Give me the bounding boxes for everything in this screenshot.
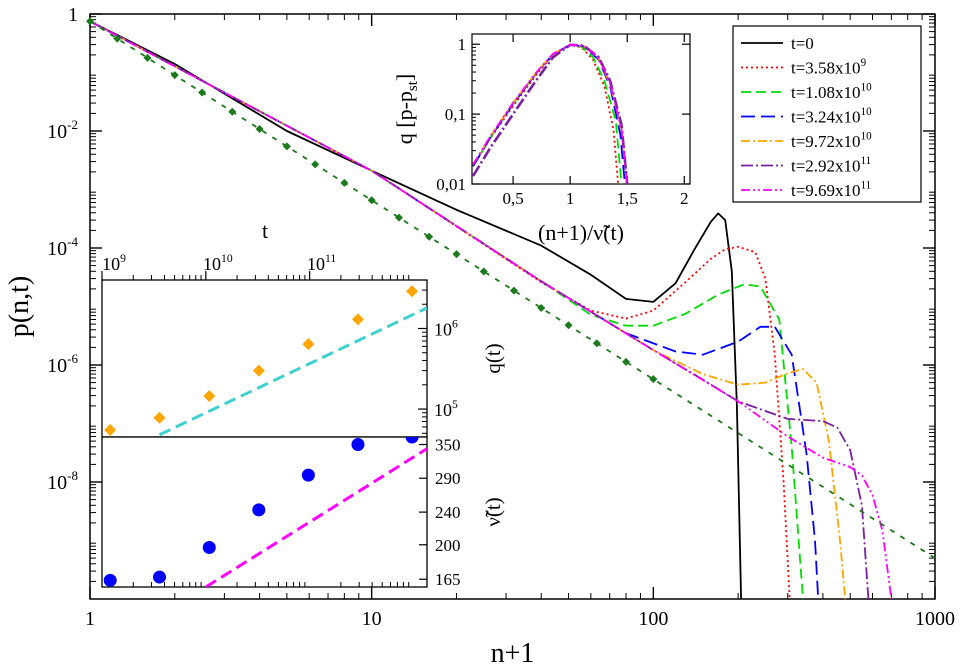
power-law-marker-13 xyxy=(452,250,461,259)
inset-top-x-tick-label: 2 xyxy=(680,189,689,208)
inset-top-y-label: q [p-pst] xyxy=(392,74,421,145)
inset-top-y-tick-label: 0,1 xyxy=(445,105,466,124)
inset-nu-point-0 xyxy=(103,573,117,587)
power-law-marker-17 xyxy=(564,321,573,330)
power-law-marker-0 xyxy=(86,17,94,26)
series-line-0 xyxy=(90,20,742,599)
inset-nu-point-1 xyxy=(153,570,167,584)
y-tick-label: 10-4 xyxy=(47,234,78,260)
inset-q-point-5 xyxy=(351,313,364,326)
inset-nu-point-2 xyxy=(202,540,216,554)
legend-label-6: t=9.69x1011 xyxy=(791,179,871,200)
power-law-marker-1 xyxy=(113,34,122,43)
inset-nu-point-5 xyxy=(351,438,365,452)
inset-top-frame xyxy=(471,33,691,185)
inset-top-series-5 xyxy=(472,43,629,184)
inset-top-x-label: (n+1)/ν̃(t) xyxy=(538,220,624,245)
inset-q-top-tick-label: 1011 xyxy=(307,252,336,274)
y-tick-label: 10-6 xyxy=(47,351,78,377)
power-law-marker-7 xyxy=(282,142,291,151)
series-line-4 xyxy=(90,20,847,599)
inset-q-top-tick-label: 109 xyxy=(102,252,126,274)
inset-top-y-tick-label: 1 xyxy=(458,35,467,54)
y-tick-label: 10-8 xyxy=(47,468,78,494)
inset-nu-y-label: ν̃(t) xyxy=(481,497,505,526)
power-law-marker-4 xyxy=(198,88,207,97)
inset-nu-y-tick-label: 165 xyxy=(435,570,461,589)
inset-top-x-tick-label: 1,5 xyxy=(617,189,638,208)
inset-nu-y-tick-label: 240 xyxy=(435,503,461,522)
x-tick-label: 1 xyxy=(85,608,95,630)
inset-q-point-0 xyxy=(104,423,117,436)
legend-label-2: t=1.08x1010 xyxy=(791,81,872,102)
legend: t=0 t=3.58x109 t=1.08x1010 t=3.24x1010 t=9.7… xyxy=(732,25,922,203)
inset-q-y-tick-label: 105 xyxy=(434,398,458,420)
inset-scaled-distribution: 0,5 1 1,5 2 0,01 0,1 1 (n+1)/ν̃(t) q [p-pst] xyxy=(392,33,691,245)
power-law-marker-20 xyxy=(649,375,658,384)
inset-q-y-label: q(t) xyxy=(481,343,505,373)
inset-q-y-tick-label: 106 xyxy=(434,317,458,339)
inset-q-fit-line xyxy=(158,306,427,437)
legend-label-3: t=3.24x1010 xyxy=(791,106,872,127)
inset-q-top-axis-label: t xyxy=(262,218,268,243)
inset-nu-y-tick-label: 290 xyxy=(435,469,461,488)
power-law-marker-10 xyxy=(367,196,376,205)
power-law-marker-16 xyxy=(537,303,546,312)
inset-nu-point-3 xyxy=(252,503,266,517)
y-tick-label: 10-2 xyxy=(47,117,78,143)
power-law-marker-5 xyxy=(228,107,237,116)
x-tick-label: 1000 xyxy=(915,608,955,630)
inset-top-x-tick-label: 1 xyxy=(566,189,575,208)
power-law-marker-19 xyxy=(622,357,631,366)
power-law-marker-11 xyxy=(394,213,403,222)
inset-top-x-tick-label: 0,5 xyxy=(502,189,523,208)
power-law-marker-14 xyxy=(479,267,488,276)
inset-nu-y-tick-label: 350 xyxy=(435,436,461,455)
inset-nu-point-4 xyxy=(301,468,315,482)
x-axis-label: n+1 xyxy=(491,638,535,664)
x-tick-label: 100 xyxy=(638,608,668,630)
main-frame xyxy=(89,13,936,600)
y-axis-label: p(n,t) xyxy=(4,276,35,337)
power-law-marker-15 xyxy=(509,286,518,295)
power-law-marker-3 xyxy=(170,71,179,80)
power-law-marker-8 xyxy=(311,160,320,169)
inset-nu-y-tick-label: 200 xyxy=(435,536,461,555)
series-line-6 xyxy=(90,20,893,599)
inset-q-of-t: 109 1010 1011 t 105 106 q(t) xyxy=(101,218,505,438)
inset-nu-point-6 xyxy=(405,437,419,444)
legend-label-1: t=3.58x109 xyxy=(791,57,867,78)
legend-box xyxy=(732,25,922,203)
inset-q-top-tick-label: 1010 xyxy=(203,252,233,274)
power-law-marker-6 xyxy=(255,125,264,134)
inset-nu-fit-line xyxy=(205,447,427,587)
x-tick-label: 10 xyxy=(362,608,382,630)
legend-label-5: t=2.92x1011 xyxy=(791,155,871,176)
power-law-marker-18 xyxy=(592,339,601,348)
inset-nu-of-t: 165 200 240 290 350 ν̃(t) xyxy=(101,436,505,589)
inset-q-point-3 xyxy=(252,364,265,377)
inset-q-point-4 xyxy=(302,338,315,351)
inset-top-y-tick-label: 0,01 xyxy=(436,175,466,194)
inset-q-point-6 xyxy=(406,285,419,298)
power-law-marker-9 xyxy=(340,178,349,187)
inset-q-point-2 xyxy=(203,390,216,403)
legend-label-0: t=0 xyxy=(791,34,814,53)
y-tick-label: 1 xyxy=(68,4,78,26)
series-line-2 xyxy=(90,20,804,599)
legend-label-4: t=9.72x1010 xyxy=(791,130,872,151)
power-law-marker-12 xyxy=(425,232,434,241)
main-plot: 1 10 100 1000 1 10-2 10-4 10-6 10-8 n+1 p(n,t) xyxy=(4,4,955,664)
inset-q-point-1 xyxy=(153,411,166,424)
inset-q-frame xyxy=(101,279,428,438)
power-law-marker-2 xyxy=(143,53,152,62)
